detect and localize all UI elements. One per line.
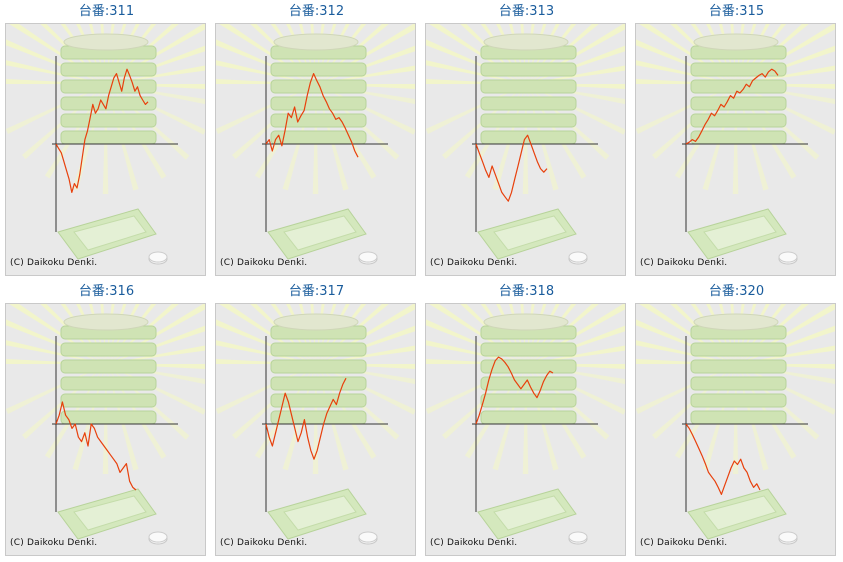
stacked-coin-tray-icon xyxy=(270,313,367,425)
series-line xyxy=(55,68,149,193)
coin-tray-icon xyxy=(477,208,577,260)
stacked-coin-tray-icon xyxy=(60,313,157,425)
coin-tray-icon xyxy=(687,488,787,540)
series-line xyxy=(685,423,761,495)
copyright-text: (C) Daikoku Denki. xyxy=(640,258,728,268)
coin-tray-icon xyxy=(57,488,157,540)
copyright-text: (C) Daikoku Denki. xyxy=(640,538,728,548)
chart-panel: (C) Daikoku Denki. xyxy=(635,23,836,276)
chart-panel: (C) Daikoku Denki. xyxy=(425,23,626,276)
copyright-text: (C) Daikoku Denki. xyxy=(220,538,308,548)
coin-tray-icon xyxy=(267,488,367,540)
chart-title[interactable]: 台番:320 xyxy=(708,284,765,299)
coin-tray-icon xyxy=(267,208,367,260)
chart-svg xyxy=(426,24,625,265)
copyright-text: (C) Daikoku Denki. xyxy=(220,258,308,268)
copyright-text: (C) Daikoku Denki. xyxy=(430,258,518,268)
coin-icon xyxy=(778,251,798,265)
chart-cell: 台番:318 (C) Daikoku Denki. xyxy=(425,282,628,556)
chart-cell: 台番:313 (C) Daikoku Denki. xyxy=(425,2,628,276)
stacked-coin-tray-icon xyxy=(270,33,367,145)
stacked-coin-tray-icon xyxy=(60,33,157,145)
stacked-coin-tray-icon xyxy=(690,33,787,145)
coin-icon xyxy=(568,531,588,545)
stacked-coin-tray-icon xyxy=(480,313,577,425)
chart-title[interactable]: 台番:317 xyxy=(288,284,345,299)
chart-cell: 台番:317 (C) Daikoku Denki. xyxy=(215,282,418,556)
series-line xyxy=(475,356,554,425)
coin-tray-icon xyxy=(687,208,787,260)
coin-icon xyxy=(358,531,378,545)
stacked-coin-tray-icon xyxy=(690,313,787,425)
chart-cell: 台番:320 (C) Daikoku Denki. xyxy=(635,282,838,556)
series-line xyxy=(265,72,359,158)
chart-panel: (C) Daikoku Denki. xyxy=(425,303,626,556)
chart-svg xyxy=(636,24,835,265)
chart-cell: 台番:315 (C) Daikoku Denki. xyxy=(635,2,838,276)
chart-svg xyxy=(216,24,415,265)
chart-svg xyxy=(636,304,835,545)
coin-icon xyxy=(148,531,168,545)
chart-panel: (C) Daikoku Denki. xyxy=(215,23,416,276)
chart-svg xyxy=(6,24,205,265)
series-line xyxy=(265,377,347,460)
series-line xyxy=(55,401,137,491)
chart-panel: (C) Daikoku Denki. xyxy=(5,23,206,276)
series-line xyxy=(685,68,779,145)
coin-icon xyxy=(568,251,588,265)
chart-panel: (C) Daikoku Denki. xyxy=(635,303,836,556)
chart-title[interactable]: 台番:311 xyxy=(78,4,135,19)
chart-cell: 台番:316 (C) Daikoku Denki. xyxy=(5,282,208,556)
coin-tray-icon xyxy=(57,208,157,260)
chart-panel: (C) Daikoku Denki. xyxy=(215,303,416,556)
chart-svg xyxy=(426,304,625,545)
coin-icon xyxy=(358,251,378,265)
coin-icon xyxy=(778,531,798,545)
chart-svg xyxy=(6,304,205,545)
stacked-coin-tray-icon xyxy=(480,33,577,145)
chart-title[interactable]: 台番:312 xyxy=(288,4,345,19)
copyright-text: (C) Daikoku Denki. xyxy=(10,258,98,268)
coin-tray-icon xyxy=(477,488,577,540)
chart-title[interactable]: 台番:316 xyxy=(78,284,135,299)
coin-icon xyxy=(148,251,168,265)
chart-cell: 台番:311 (C) Daikoku Denki. xyxy=(5,2,208,276)
chart-svg xyxy=(216,304,415,545)
chart-title[interactable]: 台番:318 xyxy=(498,284,555,299)
chart-title[interactable]: 台番:315 xyxy=(708,4,765,19)
copyright-text: (C) Daikoku Denki. xyxy=(430,538,518,548)
chart-title[interactable]: 台番:313 xyxy=(498,4,555,19)
series-line xyxy=(475,134,548,202)
chart-panel: (C) Daikoku Denki. xyxy=(5,303,206,556)
copyright-text: (C) Daikoku Denki. xyxy=(10,538,98,548)
chart-cell: 台番:312 (C) Daikoku Denki. xyxy=(215,2,418,276)
